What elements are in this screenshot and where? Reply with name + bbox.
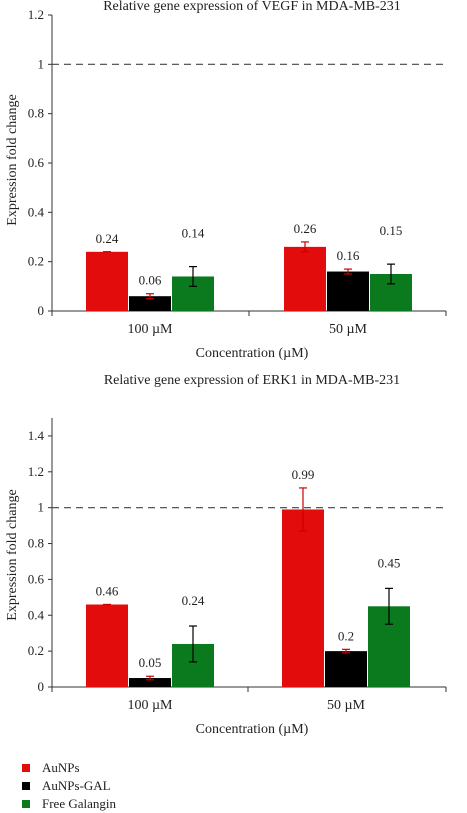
data-label: 0.16 — [337, 248, 360, 263]
legend-label: Free Galangin — [42, 796, 117, 811]
legend-label: AuNPs-GAL — [42, 778, 111, 793]
bar — [86, 251, 128, 311]
legend-swatch-free-galangin — [22, 800, 30, 808]
legend-item-aunps: AuNPs — [22, 759, 116, 777]
x-tick-label: 50 µM — [327, 698, 366, 713]
legend: AuNPs AuNPs-GAL Free Galangin — [22, 759, 116, 813]
legend-label: AuNPs — [42, 760, 80, 775]
data-label: 0.14 — [182, 225, 205, 240]
y-tick-label: 0 — [38, 303, 45, 318]
x-axis-label: Concentration (µM) — [196, 722, 309, 737]
y-axis-label: Expression fold change — [5, 94, 20, 225]
x-axis-label: Concentration (µM) — [196, 346, 309, 361]
x-tick-label: 100 µM — [127, 322, 173, 337]
data-label: 0.2 — [338, 628, 354, 643]
bar — [129, 678, 171, 687]
x-tick-label: 50 µM — [329, 322, 368, 337]
bar — [282, 509, 324, 687]
chart-erk1: Relative gene expression of ERK1 in MDA-… — [5, 373, 447, 737]
chart-title: Relative gene expression of ERK1 in MDA-… — [104, 373, 400, 388]
x-tick-label: 100 µM — [127, 698, 173, 713]
bar — [284, 246, 326, 311]
y-tick-label: 0.2 — [28, 254, 44, 269]
y-tick-label: 1.2 — [28, 7, 44, 22]
y-tick-label: 0.8 — [28, 536, 44, 551]
legend-swatch-aunps — [22, 764, 30, 772]
chart-vegf: Relative gene expression of VEGF in MDA-… — [5, 0, 447, 361]
y-tick-label: 0.2 — [28, 643, 44, 658]
y-tick-label: 1.4 — [28, 428, 45, 443]
data-label: 0.24 — [182, 593, 205, 608]
bar — [86, 604, 128, 687]
y-tick-label: 0.4 — [28, 204, 45, 219]
legend-item-free-galangin: Free Galangin — [22, 795, 116, 813]
y-tick-label: 0.4 — [28, 607, 45, 622]
y-tick-label: 1 — [38, 500, 45, 515]
y-tick-label: 1 — [38, 56, 45, 71]
data-label: 0.26 — [294, 221, 317, 236]
y-tick-label: 0.6 — [28, 155, 45, 170]
bar — [327, 271, 369, 311]
y-tick-label: 0 — [38, 679, 45, 694]
data-label: 0.24 — [96, 231, 119, 246]
y-tick-label: 0.6 — [28, 571, 45, 586]
y-tick-label: 1.2 — [28, 464, 44, 479]
bar — [325, 651, 367, 687]
bar — [129, 296, 171, 311]
data-label: 0.99 — [292, 467, 315, 482]
data-label: 0.45 — [378, 555, 401, 570]
data-label: 0.06 — [139, 273, 162, 288]
legend-swatch-aunps-gal — [22, 782, 30, 790]
data-label: 0.05 — [139, 655, 162, 670]
data-label: 0.15 — [380, 223, 403, 238]
y-axis-label: Expression fold change — [5, 489, 20, 620]
legend-item-aunps-gal: AuNPs-GAL — [22, 777, 116, 795]
chart-title: Relative gene expression of VEGF in MDA-… — [103, 0, 401, 14]
data-label: 0.46 — [96, 584, 119, 599]
y-tick-label: 0.8 — [28, 106, 44, 121]
